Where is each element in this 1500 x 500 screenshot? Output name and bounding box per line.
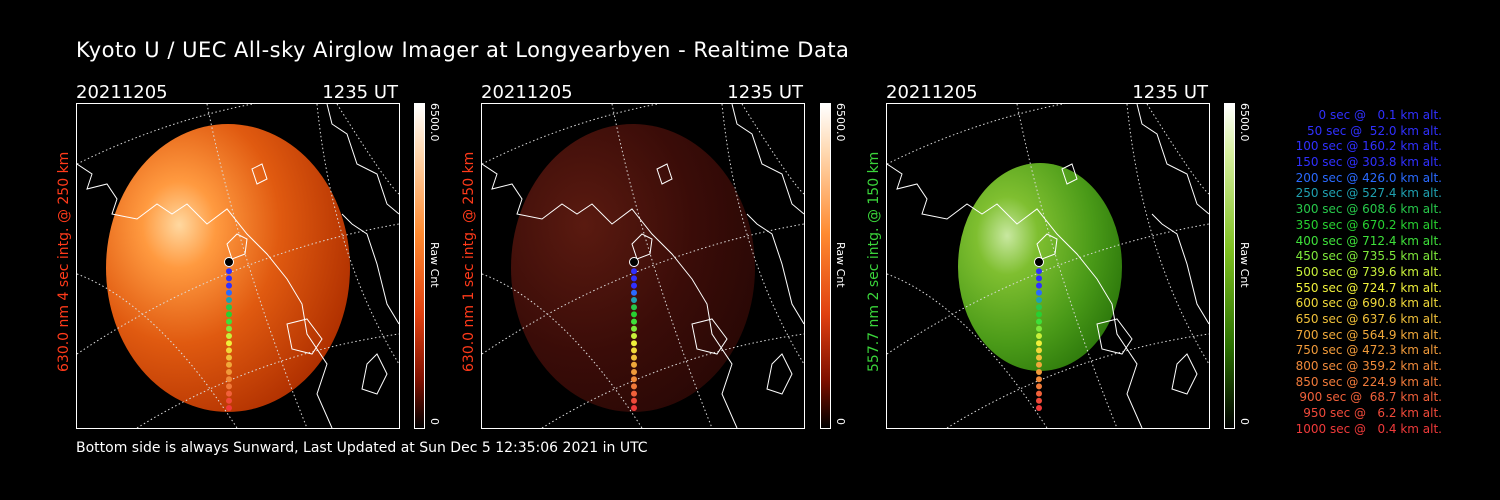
legend-row: 400 sec @ 712.4 km alt. — [1295, 233, 1442, 248]
legend-row: 0 sec @ 0.1 km alt. — [1318, 108, 1443, 122]
panel-1-ylabel: 630.0 nm 4 sec intg. @ 250 km — [56, 151, 72, 372]
legend-row: 850 sec @ 224.9 km alt. — [1295, 374, 1442, 389]
altitude-legend: 0 sec @ 0.1 km alt. 50 sec @ 52.0 km alt.… — [1250, 108, 1442, 437]
legend-row: 500 sec @ 739.6 km alt. — [1295, 264, 1442, 279]
panel-3-map — [887, 104, 1209, 428]
panel-2-cbar-unit: Raw Cnt — [834, 242, 847, 288]
legend-row: 950 sec @ 6.2 km alt. — [1303, 406, 1442, 421]
panel-1-cbar-max: 6500.0 — [428, 103, 441, 142]
panel-3-time: 1235 UT — [1132, 82, 1208, 103]
panel-2-map — [482, 104, 804, 428]
legend-row: 700 sec @ 564.9 km alt. — [1295, 327, 1442, 342]
footer-note: Bottom side is always Sunward, Last Upda… — [76, 440, 648, 456]
legend-row: 100 sec @ 160.2 km alt. — [1295, 139, 1442, 154]
panel-1-image — [76, 103, 400, 429]
legend-row: 350 sec @ 670.2 km alt. — [1295, 217, 1442, 232]
legend-row: 800 sec @ 359.2 km alt. — [1295, 359, 1442, 373]
panel-3-date: 20211205 — [886, 82, 978, 103]
panel-2-cbar-min: 0 — [834, 418, 847, 425]
panel-2-cbar-max: 6500.0 — [834, 103, 847, 142]
panel-1-date: 20211205 — [76, 82, 168, 103]
panel-2-time: 1235 UT — [727, 82, 803, 103]
legend-row: 50 sec @ 52.0 km alt. — [1307, 123, 1442, 138]
panel-2-ylabel: 630.0 nm 1 sec intg. @ 250 km — [461, 151, 477, 372]
panel-3-ylabel: 557.7 nm 2 sec intg. @ 150 km — [866, 151, 882, 372]
legend-row: 450 sec @ 735.5 km alt. — [1295, 249, 1442, 264]
panel-1-cbar-unit: Raw Cnt — [428, 242, 441, 288]
legend-row: 650 sec @ 637.6 km alt. — [1295, 311, 1442, 326]
panel-1-cbar-min: 0 — [428, 418, 441, 425]
panel-3-colorbar — [1224, 103, 1235, 429]
legend-row: 1000 sec @ 0.4 km alt. — [1295, 421, 1442, 436]
legend-row: 900 sec @ 68.7 km alt. — [1299, 390, 1442, 405]
legend-row: 750 sec @ 472.3 km alt. — [1295, 343, 1442, 358]
panel-1-colorbar — [414, 103, 425, 429]
legend-row: 250 sec @ 527.4 km alt. — [1295, 186, 1442, 201]
legend-row: 150 sec @ 303.8 km alt. — [1295, 155, 1442, 170]
legend-row: 600 sec @ 690.8 km alt. — [1295, 296, 1442, 311]
page-title: Kyoto U / UEC All-sky Airglow Imager at … — [76, 38, 850, 62]
panel-2-image — [481, 103, 805, 429]
panel-2-colorbar — [820, 103, 831, 429]
panel-2-date: 20211205 — [481, 82, 573, 103]
panel-1-time: 1235 UT — [322, 82, 398, 103]
legend-row: 200 sec @ 426.0 km alt. — [1295, 170, 1442, 185]
panel-1-map — [77, 104, 399, 428]
legend-row: 550 sec @ 724.7 km alt. — [1295, 280, 1442, 295]
panel-3-image — [886, 103, 1210, 429]
legend-row: 300 sec @ 608.6 km alt. — [1295, 202, 1442, 217]
